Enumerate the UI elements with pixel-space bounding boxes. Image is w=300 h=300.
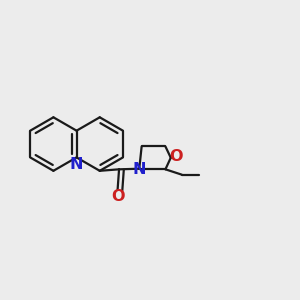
Text: N: N xyxy=(133,161,146,176)
Text: O: O xyxy=(169,149,183,164)
Text: O: O xyxy=(111,189,124,204)
Text: N: N xyxy=(70,158,83,172)
